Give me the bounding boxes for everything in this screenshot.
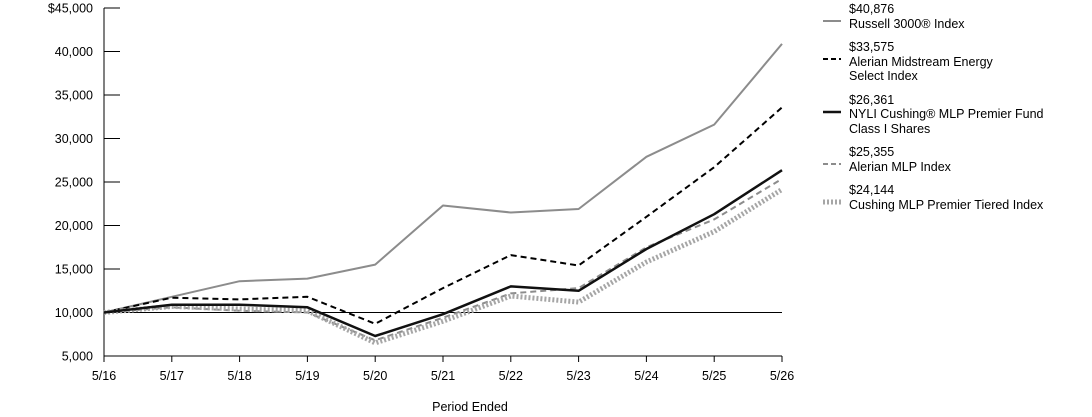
legend-item: $40,876 Russell 3000® Index <box>822 2 1090 31</box>
legend-series-name: Alerian MLP Index <box>849 159 951 174</box>
y-tick-label: $45,000 <box>48 2 93 16</box>
legend-item: $24,144 Cushing MLP Premier Tiered Index <box>822 183 1090 212</box>
x-tick-label: 5/18 <box>227 369 251 383</box>
x-tick-label: 5/20 <box>363 369 387 383</box>
y-tick-label: 15,000 <box>55 263 93 277</box>
legend-item: $26,361 NYLI Cushing® MLP Premier Fund Cl… <box>822 93 1090 137</box>
x-tick-label: 5/21 <box>431 369 455 383</box>
y-tick-label: 10,000 <box>55 306 93 320</box>
legend-ending-value: $26,361 <box>849 92 895 107</box>
legend-ending-value: $40,876 <box>849 2 895 16</box>
series-line <box>103 106 783 325</box>
legend-ending-value: $24,144 <box>849 183 895 197</box>
series-line <box>103 187 784 346</box>
x-tick-label: 5/26 <box>770 369 794 383</box>
legend-swatch <box>823 163 841 165</box>
chart-series-lines <box>103 43 784 346</box>
x-tick-label: 5/19 <box>295 369 319 383</box>
x-tick-label: 5/16 <box>92 369 116 383</box>
legend-series-name: NYLI Cushing® MLP Premier Fund Class I S… <box>849 107 1044 136</box>
x-tick-label: 5/23 <box>566 369 590 383</box>
x-axis-label: Period Ended <box>432 400 508 414</box>
x-tick-label: 5/25 <box>702 369 726 383</box>
legend-series-name: Alerian Midstream Energy Select Index <box>849 54 993 84</box>
y-tick-label: 35,000 <box>55 89 93 103</box>
legend-swatch <box>823 20 841 22</box>
y-tick-label: 25,000 <box>55 176 93 190</box>
legend-item: $25,355 Alerian MLP Index <box>822 145 1090 174</box>
y-tick-label: 5,000 <box>62 350 93 364</box>
y-tick-label: 40,000 <box>55 45 93 59</box>
legend-ending-value: $25,355 <box>849 145 895 159</box>
legend-swatch <box>823 199 841 205</box>
legend-ending-value: $33,575 <box>849 40 895 54</box>
y-tick-label: 30,000 <box>55 132 93 146</box>
line-chart: 5,000 10,000 15,000 20,000 25,000 30,000 35,00… <box>48 2 794 415</box>
chart-axes: 5,000 10,000 15,000 20,000 25,000 30,000 35,00… <box>48 2 794 384</box>
x-tick-label: 5/17 <box>160 369 184 383</box>
legend-series-name: Cushing MLP Premier Tiered Index <box>849 197 1044 212</box>
series-line <box>103 169 783 338</box>
chart-legend: $40,876 Russell 3000® Index $33,575 Alerian… <box>822 2 1090 221</box>
x-tick-label: 5/24 <box>634 369 658 383</box>
legend-swatch <box>823 110 841 113</box>
legend-swatch <box>823 58 841 60</box>
legend-series-name: Russell 3000® Index <box>849 16 965 31</box>
y-tick-label: 20,000 <box>55 219 93 233</box>
series-line <box>103 178 783 342</box>
series-line <box>103 43 783 314</box>
legend-item: $33,575 Alerian Midstream Energy Select I… <box>822 40 1090 84</box>
x-tick-label: 5/22 <box>499 369 523 383</box>
